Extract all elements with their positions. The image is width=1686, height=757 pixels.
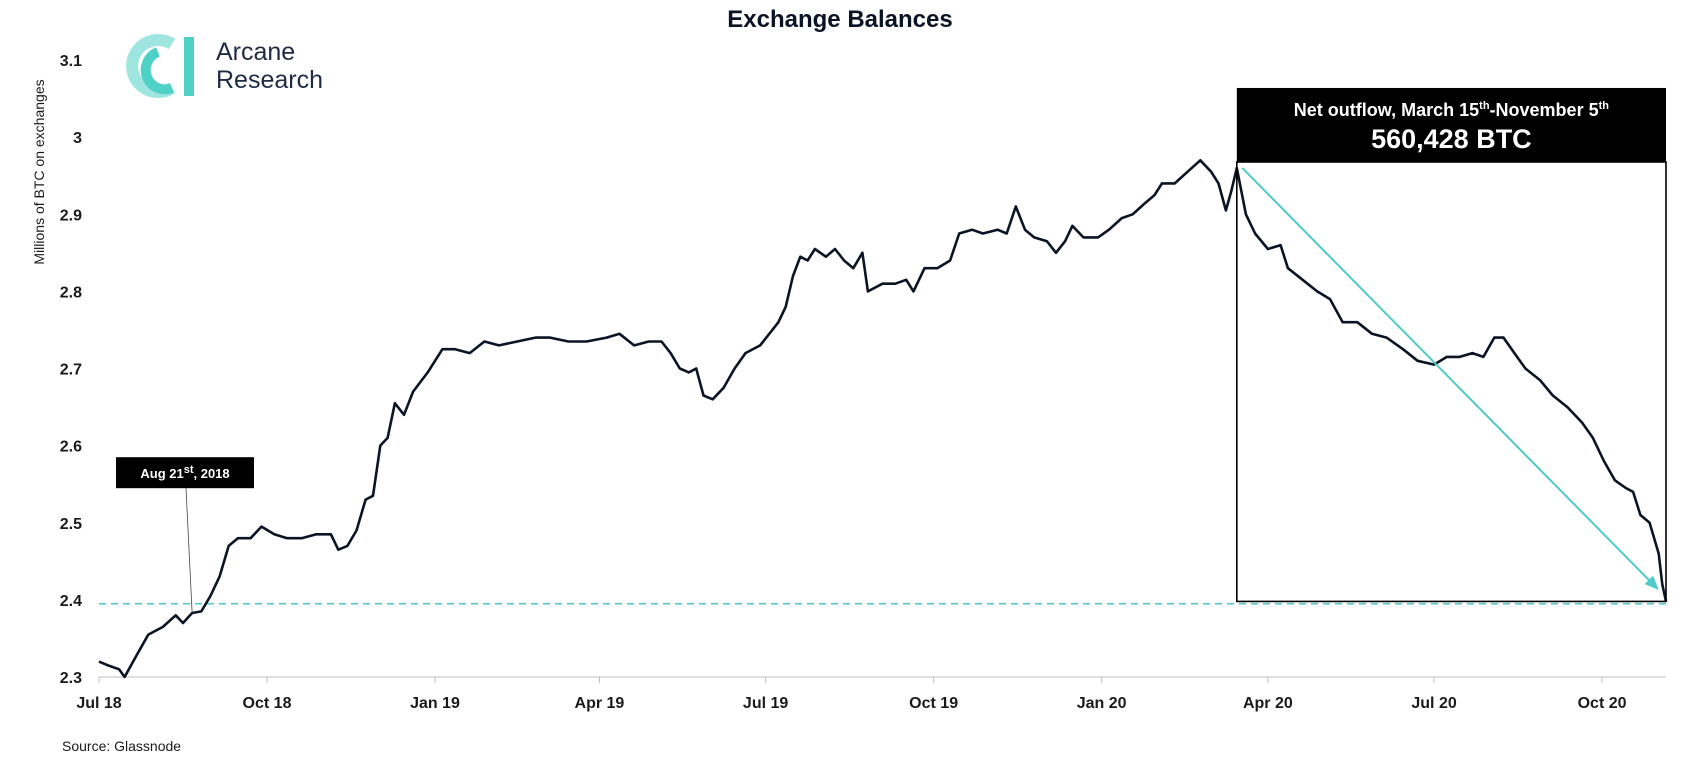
source-note: Source: Glassnode — [62, 738, 181, 754]
logo-line2: Research — [216, 66, 323, 94]
y-tick-label: 2.7 — [60, 362, 82, 379]
outflow-arrow — [1241, 167, 1650, 581]
logo-arc-icon — [140, 47, 174, 95]
outflow-title-part-2: -November 5 — [1490, 100, 1599, 120]
x-tick-label: Jan 20 — [1077, 695, 1127, 712]
outflow-title-part-1: Net outflow, March 15 — [1294, 100, 1479, 120]
aug-21-label-sup: st — [184, 464, 194, 476]
chart-title: Exchange Balances — [727, 6, 952, 33]
y-tick-label: 2.8 — [60, 284, 82, 301]
outflow-arrowhead-icon — [1644, 575, 1659, 590]
x-tick-label: Oct 20 — [1578, 695, 1627, 712]
x-tick-label: Apr 19 — [575, 695, 625, 712]
outflow-value: 560,428 BTC — [1371, 124, 1532, 154]
aug-21-label-tail: , 2018 — [193, 466, 229, 481]
y-tick-label: 2.5 — [60, 516, 82, 533]
y-tick-label: 3.1 — [60, 53, 82, 70]
x-tick-label: Apr 20 — [1243, 695, 1293, 712]
net-outflow-annotation: Net outflow, March 15th-November 5th 560… — [1236, 87, 1667, 603]
y-axis: 2.3 2.4 2.5 2.6 2.7 2.8 2.9 3 3.1 — [60, 53, 82, 687]
x-tick-label: Jan 19 — [410, 695, 460, 712]
outflow-header — [1236, 87, 1666, 162]
aug-21-leader-line — [185, 488, 193, 614]
aug-21-label: Aug 21st, 2018 — [140, 464, 229, 481]
y-tick-label: 3 — [73, 130, 82, 147]
y-axis-label: Millions of BTC on exchanges — [31, 79, 47, 264]
outflow-title-sup-2: th — [1599, 100, 1610, 112]
x-tick-label: Jul 18 — [76, 695, 121, 712]
aug-21-label-main: Aug 21 — [140, 466, 183, 481]
y-tick-label: 2.3 — [60, 670, 82, 687]
x-tick-label: Jul 19 — [743, 695, 788, 712]
logo-line1: Arcane — [216, 38, 295, 66]
outflow-title: Net outflow, March 15th-November 5th — [1294, 100, 1609, 120]
x-tick-label: Oct 18 — [243, 695, 292, 712]
outflow-title-sup-1: th — [1479, 100, 1490, 112]
y-tick-label: 2.6 — [60, 439, 82, 456]
logo-bar-icon — [184, 37, 194, 96]
y-tick-label: 2.9 — [60, 207, 82, 224]
x-axis: Jul 18 Oct 18 Jan 19 Apr 19 Jul 19 Oct 19 Jan … — [76, 677, 1627, 712]
series-line — [98, 159, 1668, 679]
x-tick-label: Oct 19 — [909, 695, 958, 712]
x-tick-label: Jul 20 — [1411, 695, 1456, 712]
aug-21-callout: Aug 21st, 2018 — [116, 457, 254, 614]
arcane-research-logo: Arcane Research — [126, 34, 323, 98]
aug-21-label-box — [116, 457, 254, 489]
y-tick-label: 2.4 — [60, 593, 82, 610]
